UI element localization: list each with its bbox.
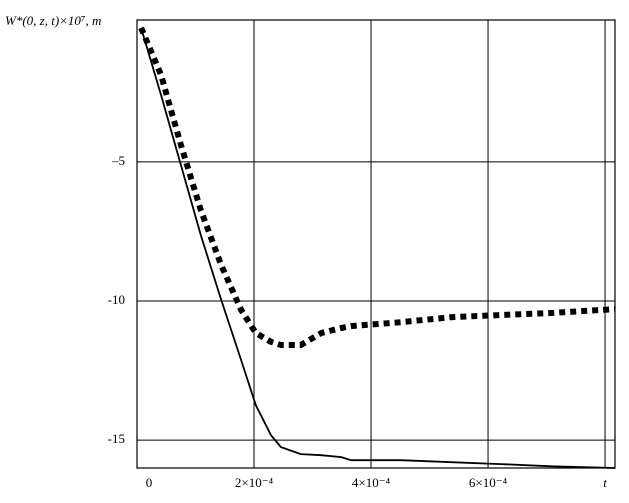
- x-tick-label: 2×10⁻⁴: [235, 475, 274, 490]
- y-tick-label: -10: [108, 292, 125, 307]
- x-tick-label: t: [603, 475, 607, 490]
- x-tick-label: 6×10⁻⁴: [469, 475, 508, 490]
- y-axis-label: W*(0, z, t)×10⁷, m: [5, 13, 101, 28]
- plot-frame: [136, 19, 616, 469]
- dotted-line: [138, 26, 616, 348]
- y-tick-label: –5: [111, 153, 125, 168]
- x-tick-label: 4×10⁻⁴: [352, 475, 391, 490]
- y-tick-label: -15: [108, 431, 125, 446]
- x-tick-label: 0: [146, 475, 153, 490]
- solid-line: [140, 27, 616, 469]
